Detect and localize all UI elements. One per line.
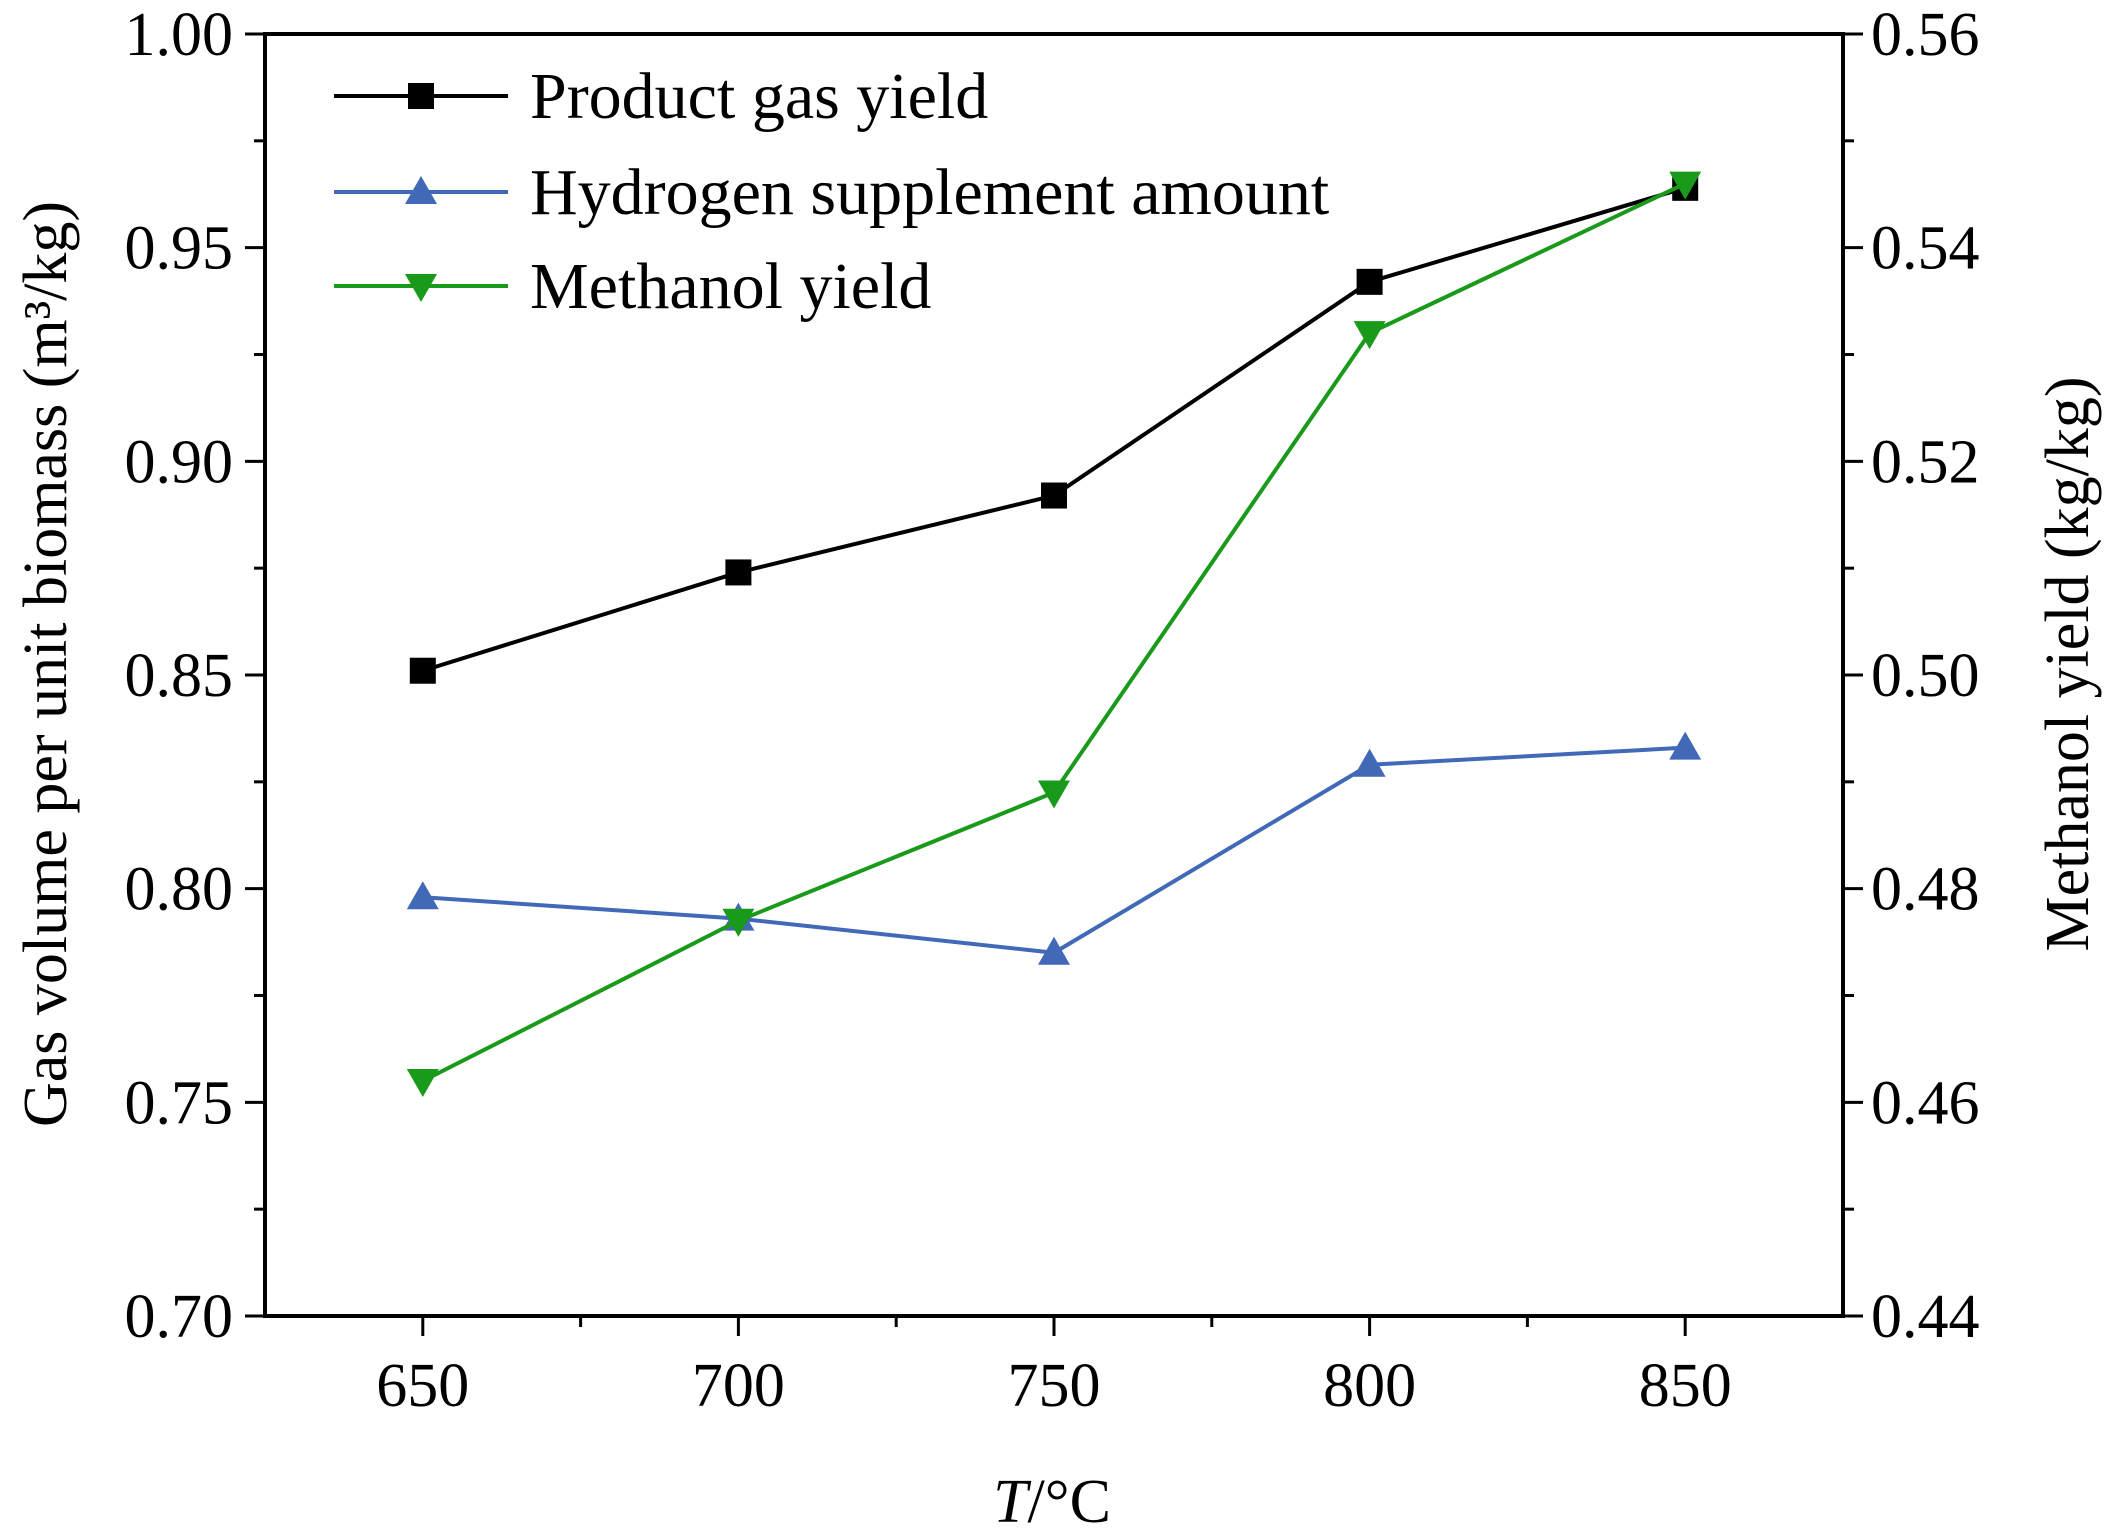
x-axis-title-variable: T <box>993 1468 1032 1536</box>
y-right-tick-label: 0.46 <box>1871 1069 1980 1137</box>
y-right-tick-label: 0.50 <box>1871 642 1980 710</box>
y-right-tick-label: 0.48 <box>1871 856 1980 924</box>
y-left-tick-label: 0.90 <box>125 428 234 496</box>
x-axis-title-unit: /°C <box>1028 1468 1111 1536</box>
legend-marker <box>405 176 437 204</box>
data-point <box>406 881 439 910</box>
y-left-tick-label: 0.70 <box>125 1283 234 1351</box>
x-axis-title: T/°C <box>993 1468 1111 1536</box>
x-tick-label: 800 <box>1323 1352 1416 1420</box>
y-left-tick-label: 1.00 <box>125 1 234 69</box>
data-point <box>1669 171 1702 200</box>
legend-label: Hydrogen supplement amount <box>530 156 1329 229</box>
legend-entry: Product gas yield <box>334 60 988 133</box>
series-hydrogen-supplement-amount <box>406 731 1702 965</box>
series-product-gas-yield <box>409 174 1699 684</box>
y-axis-title-left: Gas volume per unit biomass (m³/kg) <box>12 201 80 1127</box>
data-point <box>722 908 755 937</box>
data-point <box>1353 748 1386 777</box>
y-left-tick-label: 0.95 <box>125 215 234 283</box>
x-tick-label: 650 <box>376 1352 469 1420</box>
series-line <box>422 745 1686 955</box>
data-point <box>406 1068 439 1097</box>
data-point <box>1041 482 1067 509</box>
y-right-tick-label: 0.52 <box>1871 428 1980 496</box>
data-point <box>725 559 752 586</box>
data-point <box>1353 321 1386 350</box>
series-layer <box>406 171 1702 1097</box>
legend-label: Methanol yield <box>530 250 931 323</box>
y-right-tick-label: 0.54 <box>1871 215 1980 283</box>
legend-entry: Methanol yield <box>334 250 931 323</box>
y-right-tick-label: 0.56 <box>1871 1 1980 69</box>
y-left-tick-label: 0.85 <box>125 642 234 710</box>
x-tick-label: 700 <box>692 1352 785 1420</box>
data-point <box>409 657 436 684</box>
x-tick-label: 850 <box>1639 1352 1732 1420</box>
tick-labels: 650 700 750 800 850 0.70 0.75 0.80 0.85 0.90 0.95 1… <box>125 1 1980 1420</box>
y-axis-title-right: Methanol yield (kg/kg) <box>2034 376 2102 951</box>
data-point <box>1669 731 1702 760</box>
series-methanol-yield <box>406 171 1702 1097</box>
data-point <box>1038 936 1070 965</box>
y-left-tick-label: 0.75 <box>125 1069 234 1137</box>
data-point <box>1356 268 1383 295</box>
y-left-tick-label: 0.80 <box>125 856 234 924</box>
legend-label: Product gas yield <box>530 60 988 133</box>
legend: Product gas yield Hydrogen supplement amo… <box>334 60 1329 323</box>
data-point <box>1038 780 1070 809</box>
legend-marker <box>408 83 434 109</box>
legend-marker <box>405 274 437 302</box>
legend-entry: Hydrogen supplement amount <box>334 156 1329 229</box>
plot-frame <box>263 32 1845 1318</box>
y-right-tick-label: 0.44 <box>1871 1283 1980 1351</box>
axis-ticks <box>245 32 1863 1336</box>
x-tick-label: 750 <box>1008 1352 1101 1420</box>
